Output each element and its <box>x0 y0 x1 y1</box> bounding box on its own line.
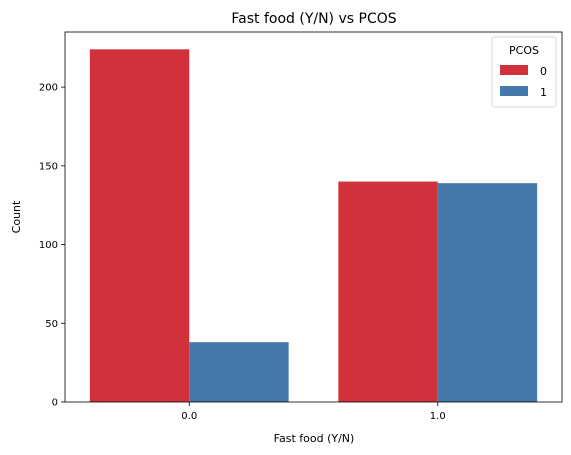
legend-label-1: 1 <box>540 86 547 99</box>
x-axis-label: Fast food (Y/N) <box>274 432 355 445</box>
legend: PCOS 0 1 <box>491 36 557 108</box>
bars-group <box>89 49 538 402</box>
y-tick-label-50: 50 <box>45 319 58 330</box>
bar-1.0-series-1 <box>437 183 538 402</box>
chart-title: Fast food (Y/N) vs PCOS <box>231 11 396 27</box>
x-axis: 0.0 1.0 <box>181 402 446 422</box>
bar-0.0-series-1 <box>189 342 289 402</box>
y-tick-label-150: 150 <box>39 161 58 172</box>
y-axis: 0 50 100 150 200 <box>39 83 65 409</box>
plot-frame <box>64 31 563 403</box>
x-tick-label-1.0: 1.0 <box>430 411 446 422</box>
y-tick-label-200: 200 <box>39 83 58 94</box>
legend-swatch-0 <box>500 65 528 75</box>
y-axis-label: Count <box>10 200 23 233</box>
legend-swatch-1 <box>500 86 528 96</box>
x-tick-label-0.0: 0.0 <box>181 411 197 422</box>
legend-title: PCOS <box>509 44 539 57</box>
bar-1.0-series-0 <box>338 181 438 402</box>
y-tick-label-0: 0 <box>52 398 58 409</box>
y-tick-label-100: 100 <box>39 240 58 251</box>
bar-0.0-series-0 <box>89 49 190 402</box>
legend-label-0: 0 <box>540 65 547 78</box>
